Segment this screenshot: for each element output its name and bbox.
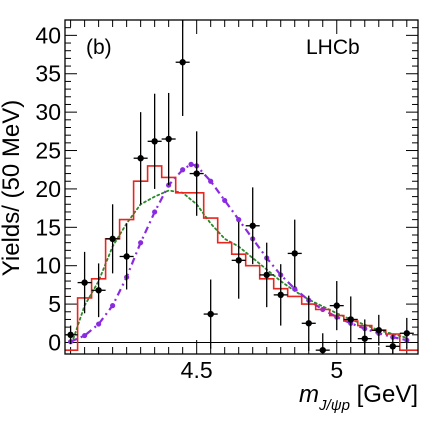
violet-curve-marker <box>82 332 88 339</box>
y-axis-label: Yields/ (50 MeV) <box>0 100 25 277</box>
data-point <box>403 330 410 337</box>
violet-curve-marker <box>222 197 228 204</box>
data-point <box>109 235 116 243</box>
data-point <box>235 257 242 264</box>
y-tick-label: 20 <box>35 176 61 202</box>
data-point <box>151 138 158 145</box>
data-point <box>95 287 102 294</box>
x-axis-label-base: m <box>299 381 319 408</box>
x-tick-label: 5 <box>330 357 343 383</box>
violet-curve-marker <box>96 321 102 327</box>
y-tick-label: 30 <box>35 99 61 125</box>
x-axis-label-sub: J/ψp <box>318 397 350 414</box>
violet-curve-marker <box>188 161 194 167</box>
x-tick-label: 4.5 <box>181 357 213 383</box>
y-tick-label: 35 <box>35 61 61 87</box>
violet-curve-marker <box>138 240 144 246</box>
violet-curve-marker <box>236 217 242 223</box>
data-point <box>123 253 130 260</box>
data-point <box>179 59 186 66</box>
y-tick-label: 15 <box>35 214 61 240</box>
data-point <box>81 279 88 286</box>
tick-labels: 0 5 10 15 20 25 30 35 40 4.5 5 <box>35 22 343 383</box>
y-tick-label: 25 <box>35 138 61 164</box>
data-point <box>67 331 74 339</box>
x-axis-label-unit: [GeV] <box>350 381 418 408</box>
data-point <box>305 320 312 327</box>
violet-curve-marker <box>180 167 186 173</box>
experiment-label: LHCb <box>306 36 360 59</box>
violet-curve-marker <box>292 286 298 292</box>
data-point <box>249 222 256 229</box>
data-point <box>375 326 382 334</box>
panel-label: (b) <box>86 36 112 59</box>
data-point <box>361 335 368 342</box>
data-point <box>165 135 172 143</box>
plot-area <box>65 161 418 351</box>
y-tick-label: 0 <box>48 329 61 355</box>
violet-curve-marker <box>208 178 214 184</box>
red-histogram <box>65 165 418 351</box>
y-tick-label: 5 <box>48 291 61 317</box>
data-point <box>347 316 354 323</box>
data-point <box>333 302 340 309</box>
y-tick-label: 10 <box>35 253 61 279</box>
plot-frame <box>64 19 419 355</box>
data-point <box>277 291 284 299</box>
y-tick-label: 40 <box>35 22 61 48</box>
x-axis-label: mJ/ψp [GeV] <box>299 381 418 414</box>
data-point <box>137 155 144 162</box>
data-point <box>291 250 298 257</box>
green-dotted-curve <box>72 189 408 340</box>
data-point <box>207 310 214 318</box>
violet-curve-marker <box>152 209 158 215</box>
axis-ticks <box>65 20 418 354</box>
violet-curve-marker <box>110 303 116 309</box>
data-point <box>319 346 326 354</box>
data-point <box>263 271 270 279</box>
data-point <box>389 343 396 350</box>
data-points <box>65 20 414 354</box>
data-point <box>193 170 200 177</box>
